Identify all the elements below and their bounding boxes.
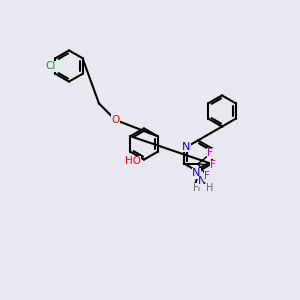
Text: F: F	[207, 148, 213, 158]
Text: F: F	[210, 160, 216, 170]
Text: HO: HO	[124, 156, 141, 166]
Text: F: F	[204, 171, 210, 182]
Text: N: N	[198, 176, 207, 187]
Text: N: N	[192, 168, 201, 178]
Text: N: N	[182, 142, 190, 152]
Text: O: O	[111, 115, 120, 125]
Text: H: H	[206, 183, 214, 193]
Text: Cl: Cl	[46, 61, 56, 71]
Text: H: H	[193, 183, 200, 193]
